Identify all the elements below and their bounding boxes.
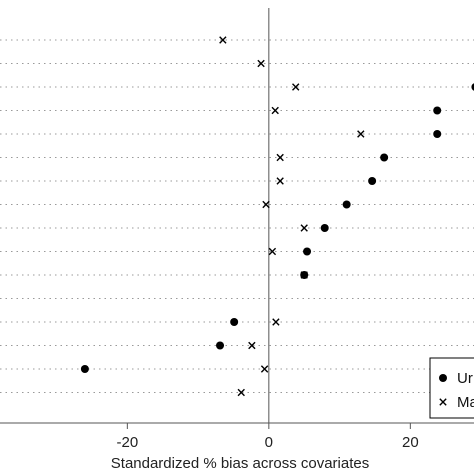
gridlines	[0, 39, 474, 393]
x-axis-title: Standardized % bias across covariates	[111, 455, 369, 472]
matched-point	[300, 271, 308, 279]
matched-point	[300, 224, 308, 232]
matched-point	[292, 83, 300, 91]
legend-box	[429, 357, 474, 419]
matched-point	[268, 247, 277, 256]
x-tick-label: -20	[116, 434, 138, 451]
unmatched-point	[342, 200, 351, 209]
unmatched-point	[80, 365, 89, 373]
x-tick-label: 0	[265, 434, 273, 451]
matched-point	[219, 36, 227, 44]
unmatched-point	[303, 247, 312, 256]
matched-point	[272, 318, 280, 326]
legend: Ur Ma	[429, 357, 474, 419]
unmatched-point	[471, 83, 474, 91]
unmatched-point	[230, 318, 239, 326]
legend-marker-1	[439, 374, 447, 382]
unmatched-point	[433, 130, 442, 138]
x-tick-label: 20	[402, 434, 419, 451]
matched-point	[276, 153, 284, 162]
matched-point	[271, 106, 279, 115]
unmatched-point	[216, 341, 225, 350]
x-axis-ticks: -20 0 20	[116, 423, 419, 451]
unmatched-point	[380, 153, 389, 162]
matched-point	[260, 365, 269, 373]
matched-point	[248, 341, 256, 350]
legend-marker-2	[439, 398, 447, 406]
unmatched-point	[320, 224, 329, 232]
matched-point	[262, 200, 270, 209]
matched-point	[237, 388, 245, 397]
matched-point	[357, 130, 365, 138]
unmatched-point	[433, 106, 442, 115]
legend-label: Ur	[457, 370, 473, 387]
matched-point	[257, 59, 265, 68]
matched-point	[276, 177, 284, 185]
legend-label: Ma	[457, 394, 474, 411]
data-points	[80, 36, 474, 397]
unmatched-point	[368, 177, 377, 185]
